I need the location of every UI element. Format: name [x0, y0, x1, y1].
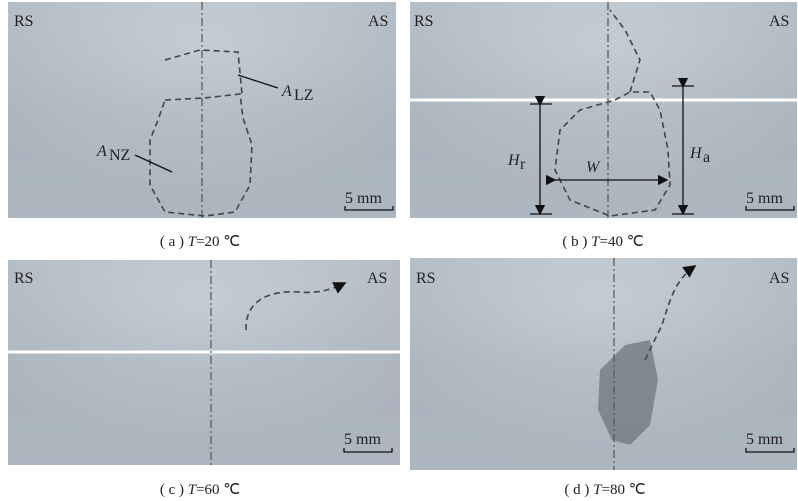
as-label: AS [769, 270, 789, 287]
caption-rest: =20 ℃ [196, 234, 240, 250]
subscript: a [703, 149, 710, 166]
caption-rest: =80 ℃ [602, 482, 646, 498]
panel-d: RS AS 5 mm ( d ) T=80 ℃ [410, 258, 797, 498]
panel-b: RS AS H r W H a 5 mm ( b ) T=40 ℃ [410, 2, 797, 250]
symbol: H [507, 152, 521, 169]
caption-tag: ( b ) [562, 234, 587, 250]
caption-rest: =60 ℃ [196, 482, 240, 498]
macrograph-shade [410, 2, 797, 218]
rs-label: RS [414, 13, 434, 30]
scale-label: 5 mm [746, 431, 783, 448]
rs-label: RS [14, 13, 34, 30]
subscript: NZ [109, 147, 130, 164]
caption: ( a ) T=20 ℃ [160, 234, 240, 250]
caption-rest: =40 ℃ [600, 234, 644, 250]
subscript: r [520, 156, 526, 173]
subscript: LZ [294, 87, 314, 104]
panel-a: RS AS A LZ A NZ 5 mm ( a ) T=20 ℃ [8, 2, 396, 250]
caption-tag: ( a ) [160, 234, 184, 250]
as-label: AS [368, 13, 388, 30]
caption: ( c ) T=60 ℃ [160, 482, 240, 498]
caption: ( b ) T=40 ℃ [562, 234, 643, 250]
caption: ( d ) T=80 ℃ [564, 482, 645, 498]
scale-label: 5 mm [746, 190, 783, 207]
as-label: AS [769, 13, 789, 30]
figure: RS AS A LZ A NZ 5 mm ( a ) T=20 ℃ RS AS … [0, 0, 798, 501]
caption-tag: ( d ) [564, 482, 589, 498]
symbol: A [281, 83, 292, 100]
symbol: W [586, 159, 601, 176]
scale-label: 5 mm [344, 431, 381, 448]
scale-label: 5 mm [345, 190, 382, 207]
macrograph-shade [410, 258, 797, 470]
caption-tag: ( c ) [160, 482, 184, 498]
panel-c: RS AS 5 mm ( c ) T=60 ℃ [8, 260, 400, 498]
symbol: H [689, 145, 703, 162]
symbol: A [96, 143, 107, 160]
as-label: AS [367, 270, 387, 287]
rs-label: RS [14, 270, 34, 287]
rs-label: RS [416, 270, 436, 287]
macrograph-shade [8, 260, 400, 465]
